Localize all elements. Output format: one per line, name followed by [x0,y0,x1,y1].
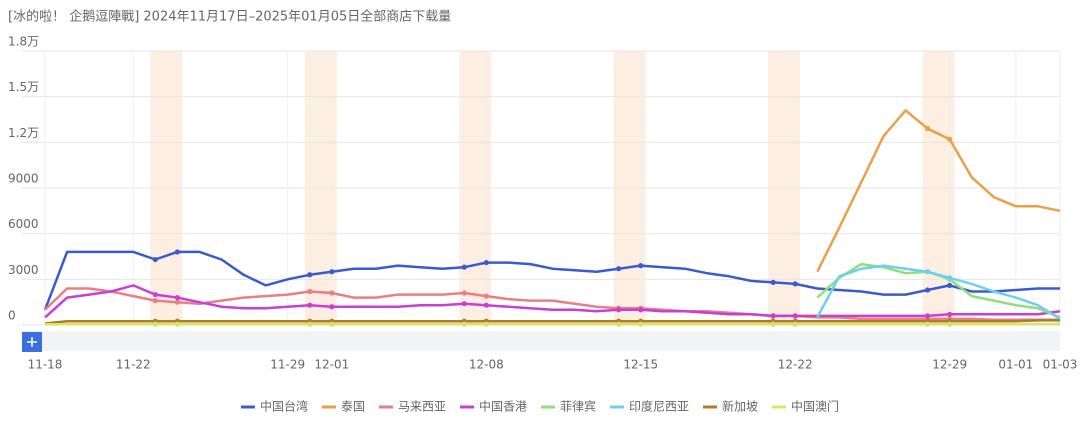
point [329,304,335,310]
point [925,269,931,275]
point [152,256,158,263]
point [461,301,467,307]
x-tick-label: 12-08 [469,358,504,372]
point [307,302,313,308]
point [616,321,622,327]
point [947,311,953,317]
point [483,302,489,308]
point [174,249,180,255]
point [307,288,313,295]
legend-label[interactable]: 泰国 [341,400,365,414]
point [174,295,180,301]
point [770,313,776,319]
point [792,321,798,327]
point [461,264,467,270]
series-line [816,109,1061,273]
legend-label[interactable]: 中国台湾 [260,399,308,414]
y-tick-label: 3000 [8,263,39,277]
zoom-icon [27,337,37,347]
point [461,321,467,327]
point [925,126,931,132]
legend-label[interactable]: 中国香港 [479,399,527,414]
point [329,321,335,327]
point [770,321,776,327]
x-tick-label: 12-15 [623,358,658,372]
x-tick-label: 11-22 [116,358,151,372]
point [329,269,335,275]
y-tick-label: 9000 [8,172,39,186]
point [638,307,644,313]
legend-label[interactable]: 印度尼西亚 [629,399,689,414]
point [638,263,644,269]
x-tick-label: 12-29 [932,358,967,372]
legend-label[interactable]: 新加坡 [722,399,758,414]
chart-title: [冰的啦！ 企鹅逗陣戰] 2024年11月17日–2025年01月05日全部商店… [8,9,451,25]
series-line [816,264,1061,320]
x-tick-label: 12-01 [314,358,349,372]
point [461,290,467,296]
point [947,275,953,281]
y-tick-label: 6000 [8,217,39,231]
y-tick-label: 1.5万 [8,80,39,94]
point [152,321,158,327]
point [770,279,776,285]
series-line [44,319,1060,325]
point [947,282,953,289]
series-line [44,284,1061,319]
point [483,259,489,266]
point [174,321,180,327]
point [947,136,953,142]
legend-label[interactable]: 中国澳门 [791,399,839,414]
point [329,290,335,296]
legend-label[interactable]: 菲律宾 [560,399,596,414]
point [792,313,798,319]
point [925,287,931,293]
zoom-slider[interactable] [22,331,1060,351]
x-tick-label: 11-18 [28,358,63,372]
point [152,298,158,304]
point [483,293,489,299]
point [307,321,313,327]
point [947,321,953,327]
x-tick-label: 01-03 [1043,358,1078,372]
point [792,281,798,287]
y-tick-label: 0 [8,309,16,323]
point [616,266,622,272]
legend: 中国台湾 泰国 马来西亚 中国香港 菲律宾 印度尼西亚 新加坡 中国澳门 [240,399,839,414]
x-tick-label: 11-29 [270,358,305,372]
point [616,307,622,313]
point [152,291,158,298]
point [174,299,180,305]
point [925,313,931,319]
x-tick-label: 01-01 [998,358,1033,372]
y-tick-label: 1.8万 [8,35,39,49]
point [307,272,313,278]
series-line [44,287,1060,321]
point [483,321,489,327]
x-tick-label: 12-22 [778,358,813,372]
series-line [43,250,1060,311]
point [638,321,644,327]
point [925,321,931,327]
y-tick-label: 1.2万 [8,126,39,140]
legend-label[interactable]: 马来西亚 [398,400,446,414]
